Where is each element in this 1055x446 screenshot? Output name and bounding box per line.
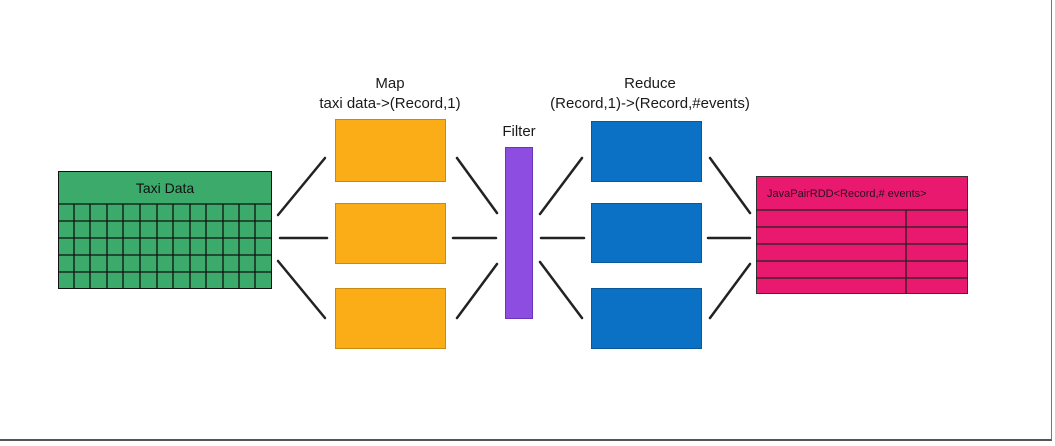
reduce-subtitle: (Record,1)->(Record,#events): [550, 95, 750, 112]
reduce-box: [591, 121, 702, 182]
reduce-box: [591, 288, 702, 349]
filter-bar: [505, 147, 533, 319]
map-box: [335, 119, 446, 182]
map-subtitle: taxi data->(Record,1): [319, 95, 461, 112]
map-title: Map: [375, 75, 405, 92]
taxi-data-table: Taxi Data: [58, 171, 272, 289]
map-box: [335, 203, 446, 264]
taxi-data-grid: [58, 203, 272, 289]
result-table: JavaPairRDD<Record,# events>: [756, 176, 968, 294]
connectors-taxi-to-map: [276, 156, 329, 320]
filter-title: Filter: [502, 123, 536, 140]
reduce-title: Reduce: [624, 75, 676, 92]
result-title: JavaPairRDD<Record,# events>: [767, 188, 927, 200]
result-grid: [756, 209, 968, 294]
map-box: [335, 288, 446, 349]
connectors-reduce-to-result: [706, 156, 752, 320]
connectors-filter-to-reduce: [538, 156, 586, 320]
connectors-map-to-filter: [451, 156, 499, 320]
reduce-box: [591, 203, 702, 263]
taxi-data-title: Taxi Data: [135, 180, 195, 196]
